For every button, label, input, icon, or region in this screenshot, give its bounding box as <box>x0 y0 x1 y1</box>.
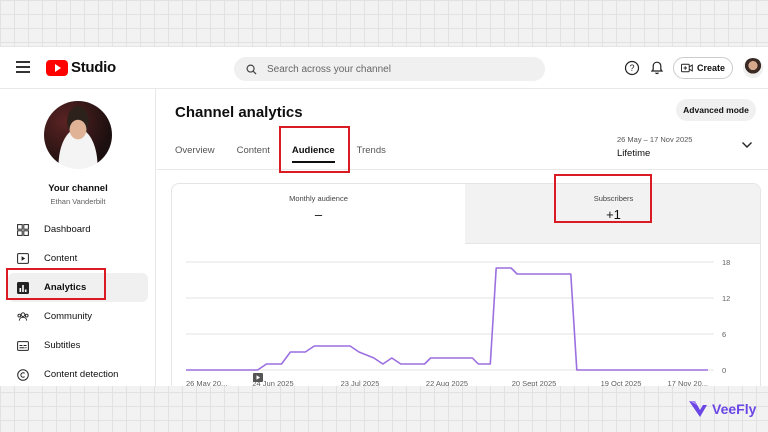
y-tick-label: 6 <box>722 330 726 339</box>
sidebar-item-label: Subtitles <box>44 340 81 351</box>
help-icon[interactable]: ? <box>624 60 640 76</box>
sidebar-nav: Dashboard Content Analytics Community <box>8 215 148 386</box>
subtitles-icon <box>17 340 29 352</box>
tabs-divider <box>157 169 768 170</box>
tab-content[interactable]: Content <box>236 145 270 156</box>
tab-trends[interactable]: Trends <box>356 145 386 156</box>
sidebar: Your channel Ethan Vanderbilt Dashboard … <box>0 89 156 386</box>
x-tick-label: 20 Sept 2025 <box>512 379 557 386</box>
x-tick-label: 24 Jun 2025 <box>252 379 293 386</box>
metric-label: Subscribers <box>593 194 634 203</box>
channel-avatar[interactable] <box>44 101 112 169</box>
sidebar-item-analytics[interactable]: Analytics <box>8 273 148 302</box>
video-marker-icon[interactable] <box>253 373 263 382</box>
create-video-icon <box>681 63 693 73</box>
main-content: Channel analytics Advanced mode Overview… <box>157 89 768 386</box>
tab-audience[interactable]: Audience <box>291 139 335 163</box>
x-tick-label: 23 Jul 2025 <box>341 379 380 386</box>
analytics-icon <box>17 281 29 294</box>
community-icon <box>17 311 29 323</box>
sidebar-item-community[interactable]: Community <box>8 302 148 331</box>
metric-label: Monthly audience <box>289 194 348 203</box>
date-range-period: Lifetime <box>617 148 651 159</box>
channel-name: Ethan Vanderbilt <box>50 197 106 206</box>
metric-value: +1 <box>606 207 621 222</box>
notifications-bell-icon[interactable] <box>649 60 665 76</box>
sidebar-item-content-detection[interactable]: Content detection <box>8 360 148 386</box>
sidebar-item-content[interactable]: Content <box>8 244 148 273</box>
advanced-mode-button[interactable]: Advanced mode <box>676 99 756 121</box>
svg-text:?: ? <box>629 63 634 73</box>
content-icon <box>17 253 29 265</box>
account-avatar[interactable] <box>743 58 763 78</box>
page-title: Channel analytics <box>175 104 303 121</box>
x-tick-label: 19 Oct 2025 <box>601 379 642 386</box>
analytics-tabs: Overview Content Audience Trends <box>175 139 408 169</box>
menu-icon[interactable] <box>16 61 30 73</box>
search-icon <box>246 64 257 75</box>
x-tick-label: 22 Aug 2025 <box>426 379 468 386</box>
chart-svg: 18 12 6 0 26 May 20... 24 Jun 2025 23 Jul 2025… <box>186 258 730 386</box>
dashboard-icon <box>17 223 29 236</box>
y-tick-label: 12 <box>722 294 730 303</box>
youtube-logo-icon <box>46 59 68 76</box>
sidebar-item-label: Community <box>44 311 93 322</box>
metric-value: – <box>314 207 323 222</box>
x-tick-label: 26 May 20... <box>186 379 227 386</box>
x-tick-label: 17 Nov 20... <box>668 379 708 386</box>
tab-overview[interactable]: Overview <box>175 145 215 156</box>
studio-logo[interactable]: Studio <box>46 59 116 76</box>
search-input[interactable]: Search across your channel <box>234 57 545 81</box>
copyright-icon <box>17 368 29 381</box>
create-label: Create <box>696 63 725 73</box>
metric-monthly-audience[interactable]: Monthly audience – <box>172 184 465 244</box>
veefly-logo-icon <box>689 401 707 417</box>
channel-title: Your channel <box>48 183 108 194</box>
veefly-watermark: VeeFly <box>688 400 756 418</box>
series-line[interactable] <box>186 267 708 371</box>
y-tick-label: 18 <box>722 258 730 267</box>
sidebar-item-subtitles[interactable]: Subtitles <box>8 331 148 360</box>
studio-window: Studio Search across your channel ? Crea… <box>0 46 768 386</box>
create-button[interactable]: Create <box>673 57 733 79</box>
sidebar-item-dashboard[interactable]: Dashboard <box>8 215 148 244</box>
y-tick-label: 0 <box>722 366 726 375</box>
sidebar-item-label: Dashboard <box>44 224 91 235</box>
chevron-down-icon[interactable] <box>741 141 753 149</box>
subscribers-chart: 18 12 6 0 26 May 20... 24 Jun 2025 23 Jul 2025… <box>172 244 760 386</box>
veefly-text: VeeFly <box>712 401 757 417</box>
sidebar-item-label: Content detection <box>44 369 119 380</box>
sidebar-item-label: Analytics <box>44 282 87 293</box>
date-range-selector[interactable]: 26 May – 17 Nov 2025 Lifetime <box>617 135 692 159</box>
date-range-text: 26 May – 17 Nov 2025 <box>617 135 693 144</box>
metric-subscribers[interactable]: Subscribers +1 <box>465 184 760 244</box>
search-placeholder: Search across your channel <box>267 63 391 75</box>
audience-card: Monthly audience – Subscribers +1 18 12 6 0… <box>171 183 761 386</box>
logo-text: Studio <box>71 59 116 76</box>
top-bar: Studio Search across your channel ? Crea… <box>0 47 768 89</box>
sidebar-item-label: Content <box>44 253 78 264</box>
